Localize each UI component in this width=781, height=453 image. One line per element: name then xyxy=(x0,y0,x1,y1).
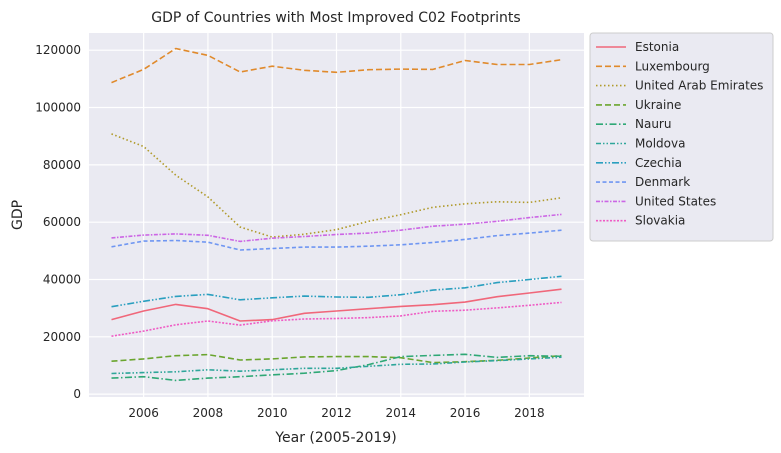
series-line-estonia xyxy=(111,288,562,322)
series-line-nauru xyxy=(111,353,562,382)
x-gridlines xyxy=(143,33,530,397)
y-tick-label: 20000 xyxy=(43,330,81,344)
x-tick-label: 2012 xyxy=(321,406,352,420)
y-tick-label: 0 xyxy=(73,387,81,401)
x-tick-label: 2018 xyxy=(514,406,545,420)
y-tick-label: 40000 xyxy=(43,272,81,286)
series-lines xyxy=(111,47,562,382)
x-tick-label: 2006 xyxy=(128,406,159,420)
legend-label: United States xyxy=(635,194,716,208)
y-tick-label: 80000 xyxy=(43,158,81,172)
legend-label: Luxembourg xyxy=(635,59,710,73)
legend-label: United Arab Emirates xyxy=(635,79,763,93)
legend-label: Ukraine xyxy=(635,98,681,112)
x-tick-label: 2010 xyxy=(257,406,288,420)
legend-label: Denmark xyxy=(635,175,690,189)
series-line-moldova xyxy=(111,356,562,375)
series-line-ukraine xyxy=(111,353,562,364)
legend-label: Nauru xyxy=(635,117,671,131)
series-line-czechia xyxy=(111,275,562,308)
x-tick-label: 2014 xyxy=(386,406,417,420)
legend-label: Slovakia xyxy=(635,214,685,228)
legend-frame xyxy=(589,32,774,242)
x-axis-title: Year (2005-2019) xyxy=(274,430,396,446)
x-tick-labels: 2006 2008 2010 2012 2014 2016 2018 xyxy=(128,406,544,420)
y-tick-label: 120000 xyxy=(35,43,81,57)
legend-label: Estonia xyxy=(635,40,679,54)
y-tick-label: 100000 xyxy=(35,101,81,115)
legend-label: Czechia xyxy=(635,156,682,170)
series-line-united-states xyxy=(111,213,562,243)
y-tick-labels: 0 20000 40000 60000 80000 100000 120000 xyxy=(35,43,81,401)
y-tick-label: 60000 xyxy=(43,215,81,229)
legend-label: Moldova xyxy=(635,137,685,151)
x-tick-label: 2016 xyxy=(450,406,481,420)
chart-title: GDP of Countries with Most Improved C02 … xyxy=(151,10,520,26)
series-line-luxembourg xyxy=(111,47,562,84)
legend: Estonia Luxembourg United Arab Emirates Ukr… xyxy=(589,32,774,242)
x-tick-label: 2008 xyxy=(193,406,224,420)
y-axis-title: GDP xyxy=(10,200,26,230)
